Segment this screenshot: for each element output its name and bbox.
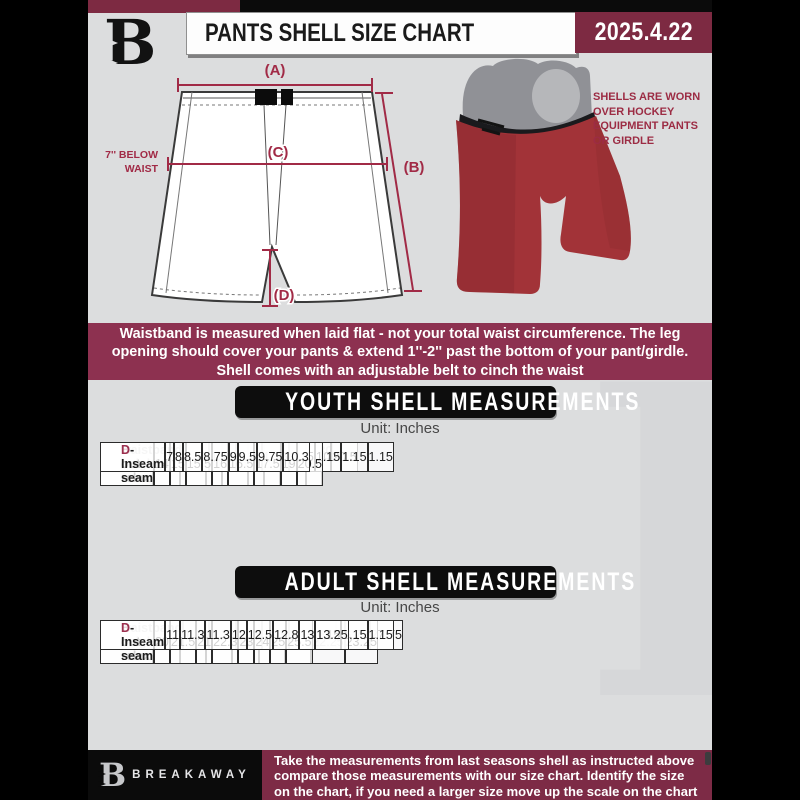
- shell-usage-note: SHELLS ARE WORN OVER HOCKEY EQUIPMENT PA…: [593, 91, 701, 147]
- left-seam-line: [165, 91, 193, 294]
- table-row: D-Inseam 11 11.3 11.3 12 12.5 12.8 13 13.25: [100, 618, 349, 652]
- youth-section-header: YOUTH SHELL MEASUREMENTS: [235, 386, 638, 418]
- top-black-strip: [240, 0, 712, 13]
- adult-section-title: ADULT SHELL MEASUREMENTS: [284, 568, 637, 596]
- row-label: D-Inseam: [100, 620, 166, 650]
- youth-unit-label: Unit: Inches: [360, 420, 440, 437]
- date-value: 2025.4.22: [594, 18, 693, 46]
- date-badge: 2025.4.22: [575, 12, 712, 53]
- breakaway-logo: B: [103, 10, 174, 80]
- youth-size-table: SizesMite80100110120140160180inchMiteY2X…: [100, 438, 710, 486]
- measure-label-d: (D): [274, 287, 295, 304]
- cell-value: 1.15: [367, 442, 394, 472]
- top-accent-strip: [88, 0, 240, 13]
- logo-notch-icon: [98, 781, 107, 787]
- page-title: PANTS SHELL SIZE CHART: [205, 19, 475, 47]
- cell-value: 13.25: [315, 620, 349, 650]
- cell-value: 12: [230, 620, 247, 650]
- cell-value: 7: [165, 442, 175, 472]
- cell-value: 11: [165, 620, 181, 650]
- cell-value: 12.8: [273, 620, 300, 650]
- cell-value: 10.3: [283, 442, 310, 472]
- shell-photo: [456, 58, 631, 294]
- cell-value: 1.15: [367, 620, 394, 650]
- shell-shadow: [456, 120, 516, 293]
- footer-instructions: Take the measurements from last seasons …: [262, 750, 712, 800]
- cell-value: 9: [228, 442, 238, 472]
- logo-notch-icon: [103, 57, 118, 69]
- adult-unit-label: Unit: Inches: [360, 599, 440, 616]
- measure-line-b: [375, 92, 422, 292]
- cell-value: 13: [299, 620, 316, 650]
- cell-value: 8.5: [182, 442, 203, 472]
- footer-brand-block: B BREAKAWAY: [88, 750, 262, 800]
- cell-value: 8: [174, 442, 183, 472]
- pants-measurement-diagram: (A) (B) (C) (D) 7'' BELOW WAIST: [105, 62, 425, 307]
- belt-buckle-icon: [281, 89, 293, 105]
- measure-letter: D: [121, 621, 131, 635]
- belt-buckle-icon: [255, 89, 277, 105]
- cell-value: 11.3: [205, 620, 231, 650]
- brand-name: BREAKAWAY: [132, 769, 251, 781]
- adult-size-table: Sizes4648505254565860inchSMLXL2XL3XLGoal…: [100, 616, 710, 664]
- measure-line-a: [177, 78, 373, 92]
- measure-line-d: [262, 249, 278, 307]
- shell-shadow: [594, 116, 631, 251]
- logo-notch-icon: [103, 37, 118, 49]
- measurement-note-band: Waistband is measured when laid flat - n…: [88, 323, 712, 380]
- page-background: B B PANTS SHELL SIZE CHART 2025.4.22: [88, 0, 712, 800]
- lace-ties: [477, 118, 505, 136]
- hem-stitch-lines: [153, 287, 401, 296]
- footer-clip-tab: [705, 752, 711, 765]
- adult-section-header: ADULT SHELL MEASUREMENTS: [235, 566, 634, 598]
- measure-letter: D: [121, 443, 131, 457]
- cell-value: 11.3: [180, 620, 206, 650]
- right-seam-line: [361, 91, 389, 294]
- logo-notch-icon: [98, 771, 107, 777]
- watermark-b-logo: B: [580, 330, 712, 760]
- cell-value: 1.15: [341, 442, 368, 472]
- measure-label-b: (B): [404, 159, 425, 176]
- cell-value: 9.5: [237, 442, 258, 472]
- cell-value: 9.75: [257, 442, 284, 472]
- measure-label-a: (A): [265, 62, 286, 79]
- cell-value: 12.5: [246, 620, 274, 650]
- title-bar: PANTS SHELL SIZE CHART: [186, 12, 577, 55]
- fly-panel-lines: [263, 104, 287, 246]
- youth-section-title: YOUTH SHELL MEASUREMENTS: [285, 388, 641, 416]
- girdle-pad-shape: [532, 69, 580, 123]
- below-waist-label: WAIST: [125, 163, 159, 175]
- shorts-outline: [150, 91, 404, 304]
- below-waist-label: 7'' BELOW: [105, 149, 158, 161]
- row-label: D-Inseam: [100, 442, 166, 472]
- table-row: D-Inseam 7 8 8.5 8.75 9 9.5 9.75 10.3: [100, 440, 310, 474]
- measure-label-c: (C): [268, 144, 289, 161]
- measure-line-c: [167, 157, 388, 171]
- cell-value: 8.75: [202, 442, 229, 472]
- breakaway-logo-small: B: [98, 758, 126, 792]
